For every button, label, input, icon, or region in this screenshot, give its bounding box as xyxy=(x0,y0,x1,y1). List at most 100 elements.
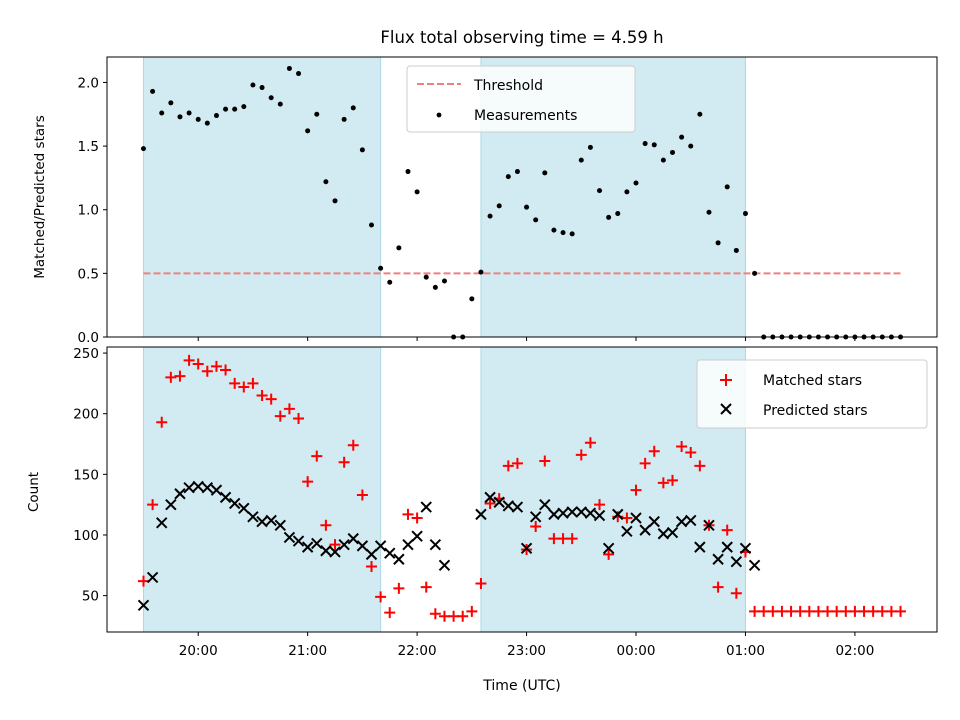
x-tick-label: 21:00 xyxy=(288,643,327,659)
matched-star-point xyxy=(676,440,688,452)
matched-star-point xyxy=(511,457,523,469)
x-tick-label: 00:00 xyxy=(617,643,656,659)
measurement-point xyxy=(150,88,156,94)
matched-star-point xyxy=(429,608,441,620)
predicted-star-point xyxy=(283,531,296,544)
predicted-star-point xyxy=(210,484,223,496)
predicted-star-point xyxy=(311,537,323,550)
predicted-star-point xyxy=(621,525,633,538)
matched-star-point xyxy=(238,381,250,393)
matched-star-point xyxy=(584,437,596,449)
predicted-star-point xyxy=(502,500,515,512)
ratio-axes: 0.0 0.5 1.0 1.5 2.0 xyxy=(78,75,856,346)
y-tick-label: 50 xyxy=(82,589,99,605)
legend-threshold-label: Threshold xyxy=(473,78,543,94)
predicted-star-point xyxy=(675,515,688,528)
predicted-star-point xyxy=(593,509,606,522)
measurement-point xyxy=(551,227,557,233)
measurement-point xyxy=(140,146,146,152)
measurement-point xyxy=(633,180,639,186)
predicted-star-point xyxy=(247,511,259,523)
measurement-point xyxy=(505,174,511,180)
measurement-point xyxy=(159,110,165,116)
measurement-point xyxy=(615,211,621,217)
predicted-star-point xyxy=(730,555,743,568)
measurement-point xyxy=(542,170,548,176)
predicted-star-point xyxy=(639,524,651,536)
matched-star-point xyxy=(375,591,387,603)
predicted-star-point xyxy=(365,548,378,561)
measurement-point xyxy=(651,142,657,148)
matched-star-point xyxy=(329,539,341,551)
predicted-star-point xyxy=(548,508,560,521)
measurement-point xyxy=(223,106,229,112)
measurement-point xyxy=(733,247,739,253)
matched-star-point xyxy=(475,577,487,589)
y-tick-label: 0.0 xyxy=(78,330,99,346)
legend-matched-label: Matched stars xyxy=(763,373,862,389)
predicted-star-point xyxy=(156,517,168,529)
measurement-point xyxy=(314,111,320,117)
x-tick-label: 02:00 xyxy=(835,643,874,659)
legend-predicted-label: Predicted stars xyxy=(763,403,868,419)
matched-star-point xyxy=(630,484,642,496)
measurement-point xyxy=(679,134,685,140)
predicted-star-point xyxy=(484,491,496,504)
predicted-star-point xyxy=(566,506,578,518)
matched-star-point xyxy=(539,455,551,467)
measurement-point xyxy=(305,128,311,134)
count-panel: 50 100 150 200 250 20:00 21:00 22:00 23:00 00:00 0… xyxy=(26,346,938,694)
y-tick-label: 150 xyxy=(73,467,99,483)
predicted-star-point xyxy=(183,481,195,494)
matched-star-point xyxy=(685,447,697,459)
predicted-star-point xyxy=(685,514,697,527)
matched-star-point xyxy=(895,605,907,617)
predicted-star-point xyxy=(575,506,587,518)
predicted-star-point xyxy=(739,542,752,555)
ratio-panel: 0.00.51.01.52.0 Matched/Predicted stars … xyxy=(32,56,938,346)
measurement-point xyxy=(469,296,475,302)
measurement-point xyxy=(204,120,210,126)
measurement-point xyxy=(669,149,675,155)
predicted-star-point xyxy=(228,497,241,510)
matched-star-point xyxy=(457,610,469,622)
predicted-star-point xyxy=(584,507,597,519)
predicted-star-point xyxy=(256,515,268,528)
matched-star-point xyxy=(192,358,204,370)
measurement-point xyxy=(414,189,420,195)
predicted-star-point xyxy=(703,519,715,531)
y-tick-label: 1.5 xyxy=(78,139,99,155)
matched-star-point xyxy=(220,364,232,376)
measurement-point xyxy=(715,240,721,246)
matched-star-point xyxy=(156,416,168,428)
predicted-star-point xyxy=(393,553,405,565)
predicted-star-point xyxy=(529,511,542,523)
predicted-star-point xyxy=(384,547,396,559)
matched-star-point xyxy=(174,370,186,382)
matched-star-point xyxy=(210,360,222,372)
measurement-point xyxy=(405,169,411,175)
count-axes: 50 100 150 200 250 20:00 21:00 22:00 23:00 00:00 0… xyxy=(73,346,874,659)
predicted-star-point xyxy=(192,480,204,493)
matched-star-point xyxy=(730,587,742,599)
measurement-point xyxy=(724,184,730,190)
x-tick-label: 20:00 xyxy=(179,643,218,659)
predicted-star-point xyxy=(320,545,332,557)
matched-star-point xyxy=(603,548,615,560)
matched-star-point xyxy=(393,582,405,594)
measurement-point xyxy=(441,278,447,284)
measurement-point xyxy=(250,82,256,88)
matched-star-point xyxy=(648,445,660,457)
matched-star-point xyxy=(621,512,633,524)
ratio-legend-box xyxy=(406,65,636,133)
measurement-point xyxy=(524,204,530,210)
predicted-star-point xyxy=(411,530,423,542)
measurement-point xyxy=(742,211,748,217)
measurement-point xyxy=(268,95,274,101)
count-legend: Matched stars Predicted stars xyxy=(696,359,928,429)
matched-star-point xyxy=(302,476,314,488)
predicted-star-point xyxy=(329,546,341,558)
measurement-point xyxy=(387,279,393,285)
measurement-point xyxy=(296,71,302,77)
measurement-point xyxy=(478,269,484,275)
